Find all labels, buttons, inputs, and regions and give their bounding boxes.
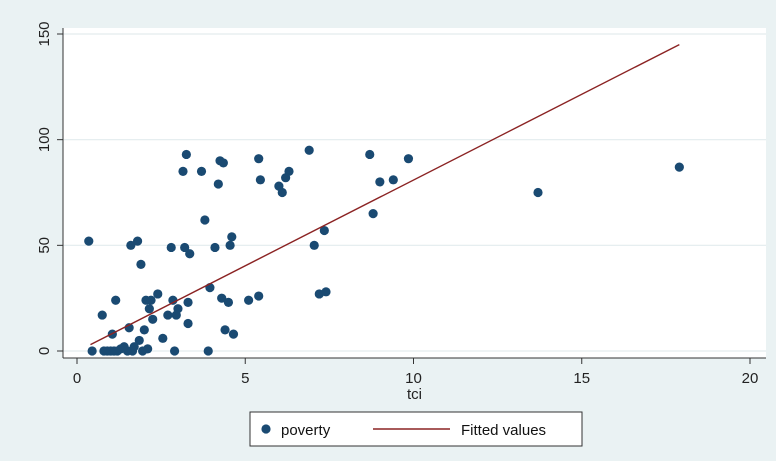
grid-lines	[63, 33, 766, 352]
data-point-poverty-2	[97, 310, 107, 320]
data-point-poverty-64	[309, 240, 319, 250]
data-point-poverty-14	[126, 240, 136, 250]
fitted-values-line	[90, 43, 680, 346]
y-ticks: 0 50 100 150	[36, 21, 63, 355]
data-point-poverty-38	[183, 297, 193, 307]
data-point-poverty-49	[218, 158, 228, 168]
data-point-poverty-30	[166, 242, 176, 253]
data-point-poverty-37	[181, 149, 191, 160]
x-ticks: 0 5 10 15 20	[73, 358, 759, 387]
data-point-poverty-36	[180, 242, 190, 253]
data-point-poverty-19	[136, 259, 146, 269]
data-point-poverty-70	[375, 177, 385, 187]
axes	[62, 28, 766, 359]
data-point-poverty-72	[403, 154, 414, 164]
data-point-poverty-53	[227, 232, 237, 242]
y-tick-label-150: 150	[36, 21, 53, 46]
data-point-poverty-67	[321, 287, 331, 297]
data-point-poverty-74	[674, 162, 684, 172]
fitted-line-layer	[90, 43, 680, 346]
data-point-poverty-45	[210, 242, 220, 253]
data-point-poverty-56	[254, 291, 264, 301]
data-point-poverty-27	[153, 289, 163, 299]
plot-area	[63, 28, 766, 358]
data-point-poverty-17	[132, 236, 143, 246]
data-point-poverty-46	[213, 179, 223, 189]
data-point-poverty-43	[203, 346, 213, 356]
data-point-poverty-32	[169, 346, 180, 356]
data-point-poverty-41	[196, 166, 207, 176]
data-point-poverty-71	[388, 175, 398, 185]
data-point-poverty-51	[223, 297, 234, 307]
data-point-poverty-39	[185, 249, 195, 259]
data-point-poverty-40	[183, 318, 193, 329]
x-tick-label-0: 0	[73, 370, 81, 387]
data-point-poverty-69	[368, 209, 378, 219]
data-point-poverty-0	[84, 236, 94, 246]
y-tick-label-50: 50	[36, 237, 53, 254]
data-point-poverty-1	[87, 346, 97, 356]
data-point-poverty-31	[168, 295, 178, 305]
data-point-poverty-35	[178, 166, 188, 176]
data-point-poverty-23	[143, 344, 153, 354]
poverty-points	[84, 145, 684, 356]
data-point-poverty-66	[319, 225, 329, 236]
data-point-poverty-42	[200, 215, 210, 225]
x-axis-title: tci	[407, 386, 422, 403]
data-point-poverty-29	[163, 310, 173, 320]
data-point-poverty-21	[139, 325, 149, 335]
y-tick-label-0: 0	[36, 347, 53, 355]
data-point-poverty-16	[129, 342, 139, 352]
data-point-poverty-55	[244, 295, 254, 305]
x-tick-label-15: 15	[573, 370, 590, 387]
data-point-poverty-54	[228, 329, 239, 339]
legend-label-poverty: poverty	[281, 422, 331, 439]
data-point-poverty-34	[173, 304, 183, 314]
data-point-poverty-68	[365, 149, 375, 160]
y-tick-label-100: 100	[36, 127, 53, 152]
x-tick-label-20: 20	[742, 370, 759, 387]
data-point-poverty-52	[225, 240, 235, 250]
data-point-poverty-73	[533, 187, 543, 198]
data-point-poverty-60	[277, 187, 287, 198]
data-point-poverty-24	[144, 304, 154, 314]
data-point-poverty-25	[146, 295, 156, 305]
data-point-poverty-63	[304, 145, 314, 155]
data-point-poverty-62	[284, 166, 294, 176]
data-point-poverty-28	[158, 333, 168, 343]
x-tick-label-5: 5	[241, 370, 249, 387]
data-point-poverty-50	[220, 325, 230, 335]
legend: poverty Fitted values	[249, 411, 583, 447]
data-point-poverty-58	[255, 175, 265, 185]
legend-marker-poverty	[261, 424, 271, 434]
data-point-poverty-26	[148, 314, 158, 324]
data-point-poverty-57	[254, 154, 264, 164]
x-tick-label-10: 10	[405, 370, 422, 387]
legend-label-fitted-values: Fitted values	[461, 422, 546, 439]
data-point-poverty-8	[111, 295, 121, 305]
data-point-poverty-18	[134, 335, 144, 346]
data-point-poverty-48	[217, 293, 227, 303]
